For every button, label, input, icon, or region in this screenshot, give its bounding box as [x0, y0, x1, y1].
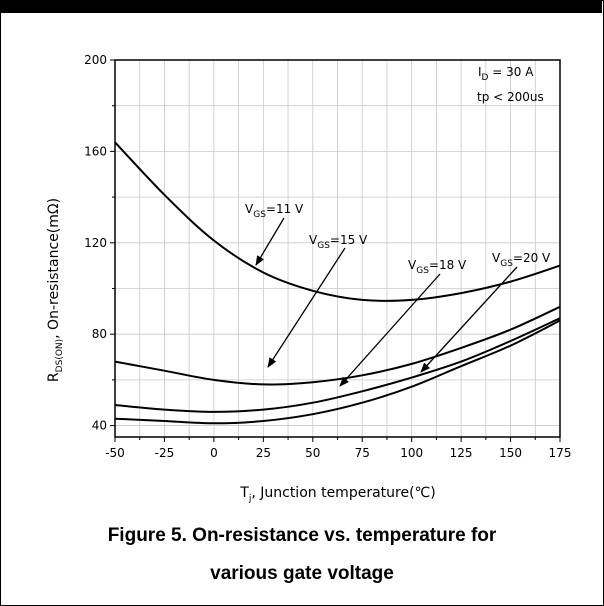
y-tick-label: 160	[84, 144, 107, 158]
x-axis-label: Tj, Junction temperature(℃)	[239, 485, 435, 504]
axis-ticks	[110, 59, 561, 442]
label-vgs-18: VGS=18 V	[408, 258, 467, 276]
figure-caption-line1: Figure 5. On-resistance vs. temperature …	[107, 525, 497, 546]
series-curves	[114, 141, 561, 425]
label-vgs-11: VGS=11 V	[245, 202, 304, 220]
tick-labels: -50 -25 0 25 50 75 100 125 150 175 40 80 120 160 200	[84, 53, 571, 460]
callout-arrows	[255, 217, 518, 387]
x-tick-label: 175	[549, 446, 572, 460]
series-line-1	[114, 141, 561, 302]
arrow-vgs-11	[255, 217, 285, 266]
x-tick-label: -25	[155, 446, 175, 460]
x-tick-label: 75	[355, 446, 370, 460]
label-vgs-20: VGS=20 V	[492, 251, 551, 269]
figure-caption-line2: various gate voltage	[210, 563, 394, 584]
y-axis-label: RDS(ON), On-resistance(mΩ)	[46, 198, 65, 382]
series-line-4	[114, 319, 561, 425]
y-tick-label: 120	[84, 236, 107, 250]
series-line-3	[114, 317, 561, 413]
label-vgs-15: VGS=15 V	[309, 233, 368, 251]
grid	[115, 60, 560, 437]
top-bar	[0, 0, 602, 13]
y-tick-label: 80	[92, 327, 107, 341]
x-tick-label: 100	[400, 446, 423, 460]
x-tick-label: 125	[450, 446, 473, 460]
arrow-vgs-18	[339, 273, 441, 387]
x-tick-label: 50	[305, 446, 320, 460]
chart-svg: -50 -25 0 25 50 75 100 125 150 175 40 80 120 160 200 R…	[46, 53, 571, 504]
arrow-vgs-15	[267, 247, 346, 368]
x-tick-label: 25	[256, 446, 271, 460]
x-tick-label: 0	[210, 446, 218, 460]
condition-tp: tp < 200us	[477, 90, 544, 104]
arrow-vgs-20	[420, 266, 518, 373]
y-tick-label: 200	[84, 53, 107, 67]
y-tick-label: 40	[92, 419, 107, 433]
x-tick-label: 150	[499, 446, 522, 460]
x-tick-label: -50	[105, 446, 125, 460]
condition-id: ID = 30 A	[478, 65, 534, 83]
series-line-2	[114, 305, 561, 386]
